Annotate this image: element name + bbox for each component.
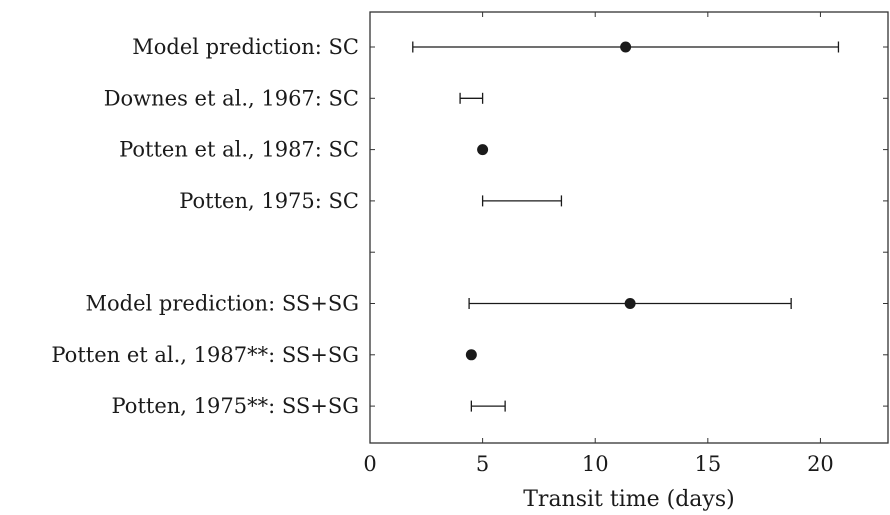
y-category-label: Model prediction: SS+SG [86, 292, 359, 316]
x-tick-label: 10 [582, 452, 609, 476]
y-category-label: Potten, 1975**: SS+SG [112, 394, 359, 418]
chart-marks [412, 41, 840, 412]
y-category-labels: Model prediction: SC Downes et al., 1967:… [51, 35, 359, 418]
data-point [477, 144, 489, 156]
x-tick-label: 5 [476, 452, 489, 476]
data-point [465, 349, 477, 361]
x-axis-label: Transit time (days) [523, 487, 734, 512]
data-point [624, 298, 636, 309]
x-tick-label: 0 [363, 452, 376, 476]
x-tick-label: 15 [694, 452, 721, 476]
y-category-label: Potten, 1975: SC [179, 189, 359, 213]
x-ticks: 0 5 10 15 20 [363, 12, 834, 476]
y-category-label: Potten et al., 1987**: SS+SG [51, 343, 359, 367]
y-category-label: Model prediction: SC [132, 35, 359, 59]
plot-frame [369, 11, 889, 444]
y-category-label: Downes et al., 1967: SC [104, 86, 359, 110]
data-point [620, 41, 632, 53]
y-ticks [370, 46, 888, 407]
x-tick-label: 20 [807, 452, 834, 476]
y-category-label: Potten et al., 1987: SC [119, 138, 359, 162]
